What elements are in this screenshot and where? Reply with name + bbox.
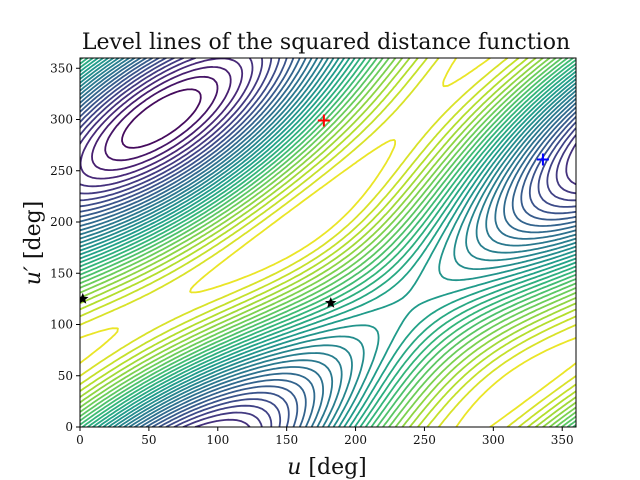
y-tick-label: 50: [58, 369, 73, 383]
y-tick-label: 100: [50, 318, 73, 332]
contour-line: [80, 58, 576, 427]
star-marker: [80, 292, 89, 304]
y-axis-label: u′ [deg]: [21, 201, 46, 286]
y-tick-label: 200: [50, 215, 73, 229]
plot-frame: [79, 57, 577, 428]
contour-line: [80, 58, 576, 427]
x-tick-label: 0: [76, 433, 84, 447]
contour-line: [80, 58, 576, 427]
y-tick-label: 300: [50, 113, 73, 127]
y-axis-label-unit: [deg]: [21, 201, 46, 266]
contour-line: [80, 58, 576, 427]
y-tick-label: 350: [50, 61, 73, 75]
x-tick-label: 350: [551, 433, 574, 447]
x-axis-label-var: u: [287, 455, 301, 480]
contour-line: [80, 58, 576, 427]
y-axis-label-var: u′: [21, 266, 46, 285]
contour-line: [80, 58, 576, 427]
x-tick-label: 250: [413, 433, 436, 447]
y-tick-label: 0: [65, 420, 73, 434]
contour-line: [80, 58, 576, 427]
x-axis-label-unit: [deg]: [301, 455, 366, 480]
contour-line: [80, 58, 576, 427]
y-axis: 0 50 100 150 200 250 300 350: [50, 61, 80, 434]
x-tick-label: 150: [275, 433, 298, 447]
x-tick-label: 200: [344, 433, 367, 447]
contour-line: [80, 58, 576, 427]
contour-line: [91, 66, 232, 171]
y-tick-label: 250: [50, 164, 73, 178]
x-tick-label: 100: [206, 433, 229, 447]
x-tick-label: 300: [482, 433, 505, 447]
contour-line: [80, 58, 576, 427]
contour-line: [80, 58, 576, 427]
markers: [80, 114, 549, 308]
contour-line: [80, 58, 576, 427]
contour-line: [80, 58, 576, 427]
star-marker: [325, 297, 337, 308]
x-tick-label: 50: [141, 433, 156, 447]
x-axis-label: u [deg]: [287, 455, 367, 480]
contour-line: [80, 58, 576, 427]
contour-line: [80, 58, 576, 427]
contour-line: [80, 58, 576, 427]
contour-line: [80, 58, 576, 427]
chart-title: Level lines of the squared distance func…: [82, 30, 570, 55]
y-tick-label: 150: [50, 266, 73, 280]
contour-lines: [80, 58, 576, 427]
contour-line: [80, 58, 244, 180]
contour-line: [80, 58, 576, 427]
plus-marker: [317, 114, 330, 127]
x-axis: 0 50 100 150 200 250 300 350: [76, 427, 574, 447]
contour-line: [121, 88, 202, 149]
contour-line: [80, 58, 576, 427]
contour-line: [104, 75, 219, 162]
plus-marker: [536, 153, 549, 166]
